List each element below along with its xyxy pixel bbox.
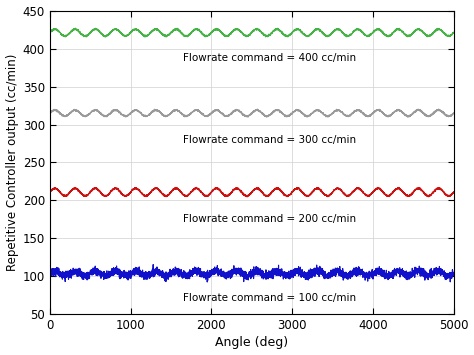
Text: Flowrate command = 400 cc/min: Flowrate command = 400 cc/min <box>183 53 356 62</box>
Text: Flowrate command = 200 cc/min: Flowrate command = 200 cc/min <box>183 214 356 224</box>
Text: Flowrate command = 300 cc/min: Flowrate command = 300 cc/min <box>183 135 356 145</box>
Text: Flowrate command = 100 cc/min: Flowrate command = 100 cc/min <box>183 293 356 303</box>
Y-axis label: Repetitive Controller output (cc/min): Repetitive Controller output (cc/min) <box>6 54 18 271</box>
X-axis label: Angle (deg): Angle (deg) <box>215 337 288 349</box>
